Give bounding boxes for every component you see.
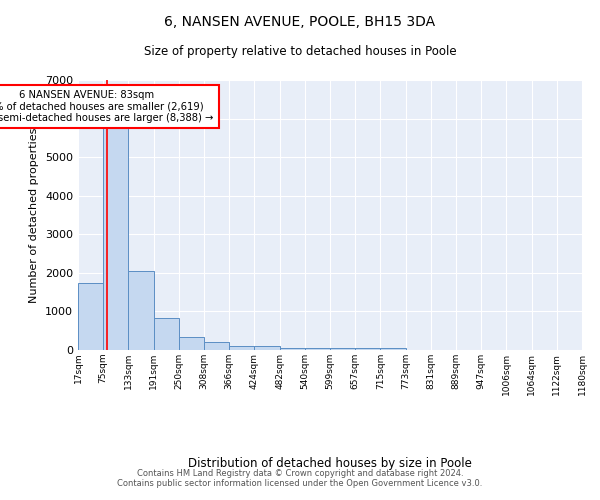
Y-axis label: Number of detached properties: Number of detached properties bbox=[29, 128, 40, 302]
Bar bbox=[305, 348, 330, 350]
Bar bbox=[103, 126, 128, 350]
X-axis label: Distribution of detached houses by size in Poole: Distribution of detached houses by size … bbox=[188, 458, 472, 470]
Text: 6, NANSEN AVENUE, POOLE, BH15 3DA: 6, NANSEN AVENUE, POOLE, BH15 3DA bbox=[164, 15, 436, 29]
Text: 6 NANSEN AVENUE: 83sqm
← 24% of detached houses are smaller (2,619)
75% of semi-: 6 NANSEN AVENUE: 83sqm ← 24% of detached… bbox=[0, 90, 214, 123]
Bar bbox=[280, 348, 305, 350]
Text: Contains HM Land Registry data © Crown copyright and database right 2024.: Contains HM Land Registry data © Crown c… bbox=[137, 468, 463, 477]
Bar bbox=[179, 338, 204, 350]
Bar bbox=[154, 318, 179, 350]
Bar bbox=[229, 346, 254, 350]
Bar bbox=[204, 342, 229, 350]
Text: Contains public sector information licensed under the Open Government Licence v3: Contains public sector information licen… bbox=[118, 478, 482, 488]
Bar bbox=[355, 348, 380, 350]
Bar bbox=[128, 271, 154, 350]
Bar bbox=[330, 348, 355, 350]
Text: Size of property relative to detached houses in Poole: Size of property relative to detached ho… bbox=[143, 45, 457, 58]
Bar bbox=[78, 282, 103, 350]
Bar bbox=[380, 348, 406, 350]
Bar bbox=[254, 346, 280, 350]
